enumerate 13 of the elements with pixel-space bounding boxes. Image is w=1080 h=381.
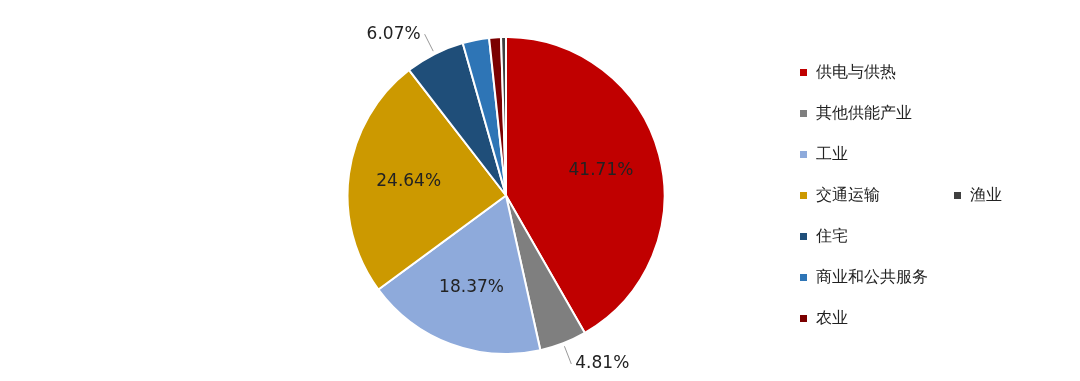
legend-label: 商业和公共服务 (816, 266, 928, 286)
data-label: 24.64% (376, 170, 442, 191)
legend-label: 工业 (816, 143, 848, 163)
data-label: 18.37% (439, 275, 504, 296)
legend-label: 其他供能产业 (816, 102, 912, 122)
data-label: 4.81% (575, 352, 630, 373)
legend-label: 供电与供热 (816, 61, 896, 81)
data-label: 41.71% (568, 158, 634, 179)
legend-label: 住宅 (815, 225, 848, 245)
legend-label: 交通运输 (816, 184, 880, 204)
data-label: 6.07% (366, 22, 421, 43)
legend-label: 农业 (816, 307, 848, 327)
legend-label: 渔业 (970, 184, 1002, 204)
